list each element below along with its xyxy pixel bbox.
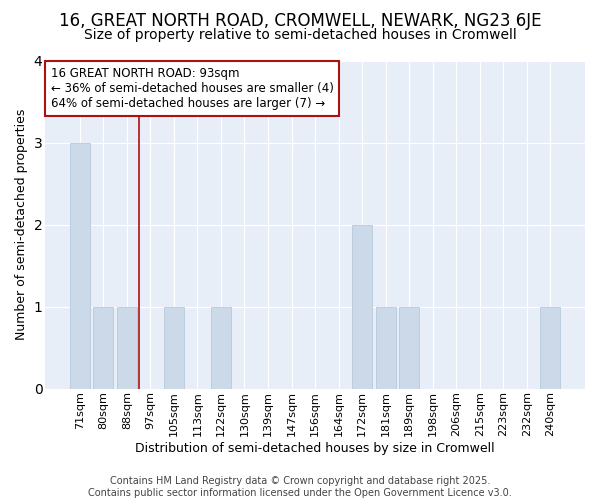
Bar	[164, 306, 184, 388]
Bar	[211, 306, 231, 388]
Bar	[376, 306, 396, 388]
Bar	[399, 306, 419, 388]
Text: Size of property relative to semi-detached houses in Cromwell: Size of property relative to semi-detach…	[83, 28, 517, 42]
Bar	[70, 142, 90, 388]
Bar	[352, 224, 372, 388]
X-axis label: Distribution of semi-detached houses by size in Cromwell: Distribution of semi-detached houses by …	[135, 442, 495, 455]
Bar	[541, 306, 560, 388]
Bar	[117, 306, 137, 388]
Bar	[93, 306, 113, 388]
Text: Contains HM Land Registry data © Crown copyright and database right 2025.
Contai: Contains HM Land Registry data © Crown c…	[88, 476, 512, 498]
Y-axis label: Number of semi-detached properties: Number of semi-detached properties	[15, 109, 28, 340]
Text: 16 GREAT NORTH ROAD: 93sqm
← 36% of semi-detached houses are smaller (4)
64% of : 16 GREAT NORTH ROAD: 93sqm ← 36% of semi…	[50, 67, 334, 110]
Text: 16, GREAT NORTH ROAD, CROMWELL, NEWARK, NG23 6JE: 16, GREAT NORTH ROAD, CROMWELL, NEWARK, …	[59, 12, 541, 30]
